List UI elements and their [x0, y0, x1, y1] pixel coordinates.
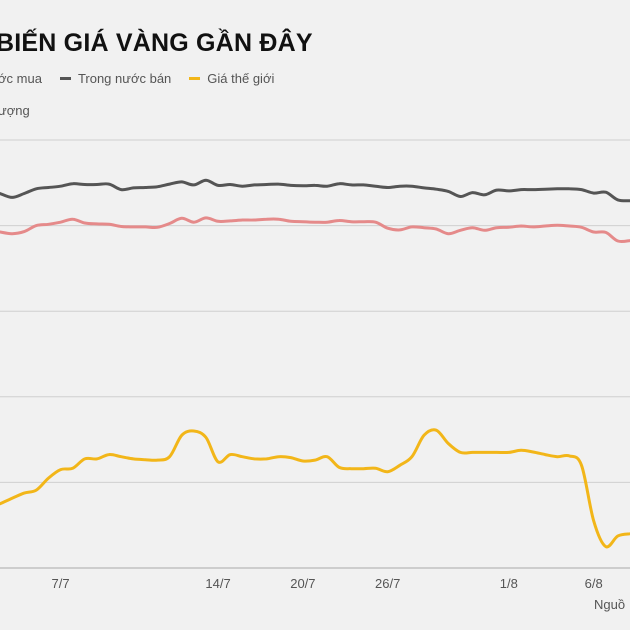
x-tick-label: 20/7	[290, 576, 315, 591]
x-tick-label: 7/7	[52, 576, 70, 591]
legend-item-world[interactable]: Giá thế giới	[189, 71, 274, 86]
x-tick-label: 1/8	[500, 576, 518, 591]
series-line-world	[0, 428, 630, 549]
source-label: Nguồ	[594, 597, 626, 612]
legend-label-sell: Trong nước bán	[77, 71, 172, 86]
series-line-sell	[0, 178, 630, 203]
x-tick-label: 6/8	[585, 576, 603, 591]
x-tick-label: 26/7	[375, 576, 400, 591]
legend-swatch-world	[189, 77, 201, 80]
series-line-buy	[0, 216, 630, 244]
x-tick-label: 14/7	[205, 576, 230, 591]
legend-swatch-sell	[59, 77, 71, 80]
legend-item-sell[interactable]: Trong nước bán	[59, 71, 172, 86]
legend-item-buy[interactable]: ớc mua	[0, 71, 42, 86]
y-axis-unit-label: ượng	[0, 103, 30, 118]
legend-label-buy: ớc mua	[0, 71, 42, 86]
grid-lines	[0, 139, 630, 569]
legend-label-world: Giá thế giới	[207, 71, 275, 86]
chart-title: BIẾN GIÁ VÀNG GẦN ĐÂY	[0, 29, 313, 57]
x-axis-ticks: 7/7 14/7 20/7 26/7 1/8 6/8	[52, 576, 603, 591]
legend: ớc mua Trong nước bán Giá thế giới	[0, 71, 292, 86]
series-lines	[0, 178, 630, 549]
